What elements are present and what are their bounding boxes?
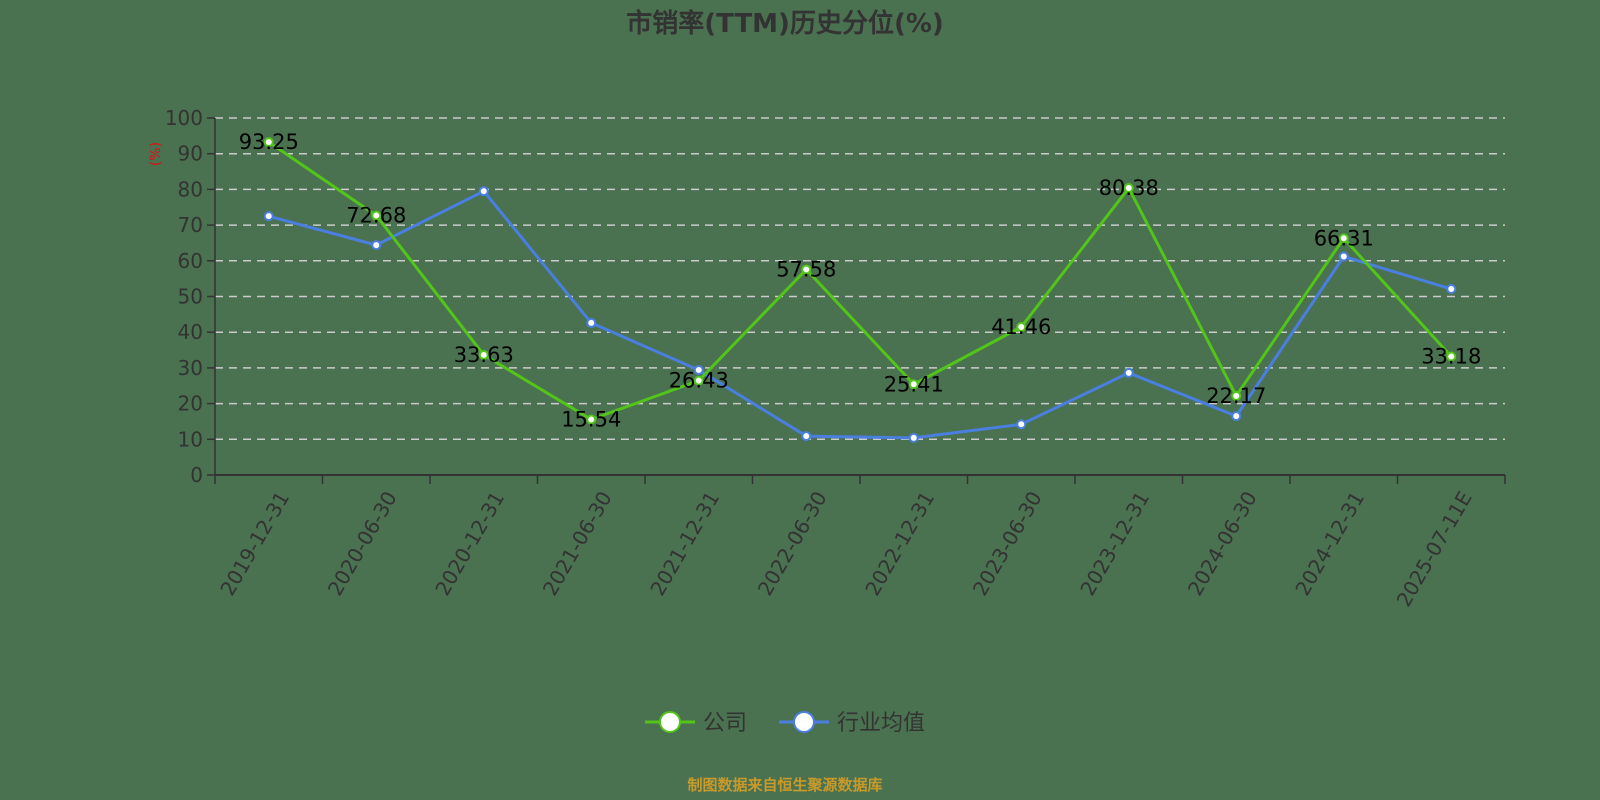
x-tick-label: 2022-06-30 <box>753 487 832 600</box>
y-axis-unit: (%) <box>148 142 164 166</box>
data-point[interactable] <box>478 349 489 360</box>
grid-lines <box>215 117 1505 441</box>
data-point[interactable] <box>693 365 704 376</box>
x-tick-label: 2024-12-31 <box>1290 487 1369 600</box>
legend-label: 行业均值 <box>837 711 925 736</box>
data-point[interactable] <box>586 414 597 425</box>
legend-item-company[interactable]: 公司 <box>645 711 747 736</box>
data-point[interactable] <box>908 379 919 390</box>
x-tick-label: 2021-12-31 <box>645 487 724 600</box>
x-tick-label: 2020-06-30 <box>323 487 402 600</box>
data-point[interactable] <box>908 432 919 443</box>
x-tick-label: 2024-06-30 <box>1183 487 1262 600</box>
data-point[interactable] <box>371 210 382 221</box>
data-label: 33.18 <box>1421 345 1481 369</box>
data-label: 93.25 <box>239 130 299 154</box>
y-tick-label: 90 <box>178 142 203 166</box>
legend-label: 公司 <box>703 711 747 736</box>
data-label: 57.58 <box>776 257 836 281</box>
y-tick-label: 20 <box>178 392 203 416</box>
x-tick-label: 2022-12-31 <box>860 487 939 600</box>
data-point[interactable] <box>263 211 274 222</box>
series-line-company <box>267 140 1453 422</box>
legend-marker-icon <box>659 711 681 733</box>
data-point[interactable] <box>478 186 489 197</box>
data-point[interactable] <box>1123 183 1134 194</box>
series-lines: 93.25 72.68 33.63 15.54 26.43 57.58 25.41 41.46… <box>239 130 1481 443</box>
legend-marker-icon <box>793 711 815 733</box>
data-point[interactable] <box>263 137 274 148</box>
x-axis: 2019-12-31 2020-06-30 2020-12-31 2021-06-30… <box>214 474 1506 611</box>
data-label: 25.41 <box>884 372 944 396</box>
data-label: 66.31 <box>1314 226 1374 250</box>
data-label: 33.63 <box>454 343 514 367</box>
x-tick-label: 2025-07-11E <box>1392 487 1477 611</box>
data-point[interactable] <box>1016 321 1027 332</box>
data-label: 26.43 <box>669 369 729 393</box>
y-tick-label: 40 <box>178 320 203 344</box>
y-tick-label: 100 <box>165 106 203 130</box>
legend-item-industry[interactable]: 行业均值 <box>779 711 925 736</box>
x-tick-label: 2021-06-30 <box>538 487 617 600</box>
y-tick-label: 30 <box>178 356 203 380</box>
y-tick-label: 80 <box>178 177 203 201</box>
data-point[interactable] <box>1338 233 1349 244</box>
data-label: 15.54 <box>561 408 621 432</box>
legend[interactable]: 公司 行业均值 <box>645 711 925 736</box>
x-tick-label: 2023-12-31 <box>1075 487 1154 600</box>
footer-source: 制图数据来自恒生聚源数据库 <box>687 776 882 794</box>
data-point[interactable] <box>1231 390 1242 401</box>
x-tick-label: 2020-12-31 <box>430 487 509 600</box>
y-tick-label: 10 <box>178 427 203 451</box>
data-point[interactable] <box>1338 251 1349 262</box>
x-tick-label: 2019-12-31 <box>215 487 294 600</box>
data-point[interactable] <box>801 431 812 442</box>
data-point[interactable] <box>801 264 812 275</box>
data-label: 22.17 <box>1206 384 1266 408</box>
data-point[interactable] <box>1016 419 1027 430</box>
y-tick-label: 60 <box>178 249 203 273</box>
y-axis: 0 10 20 30 40 50 60 70 80 90 100 <box>165 106 216 487</box>
chart-title: 市销率(TTM)历史分位(%) <box>626 8 944 39</box>
data-point[interactable] <box>693 375 704 386</box>
data-point[interactable] <box>1446 351 1457 362</box>
y-tick-label: 70 <box>178 213 203 237</box>
data-label: 41.46 <box>991 315 1051 339</box>
data-point[interactable] <box>371 240 382 251</box>
y-tick-label: 50 <box>178 285 203 309</box>
data-point[interactable] <box>1123 367 1134 378</box>
data-point[interactable] <box>1231 411 1242 422</box>
y-tick-label: 0 <box>190 463 203 487</box>
series-line-industry <box>268 189 1452 440</box>
data-point[interactable] <box>1446 284 1457 295</box>
data-label: 80.38 <box>1099 176 1159 200</box>
data-label: 72.68 <box>346 204 406 228</box>
data-point[interactable] <box>586 317 597 328</box>
x-tick-label: 2023-06-30 <box>968 487 1047 600</box>
